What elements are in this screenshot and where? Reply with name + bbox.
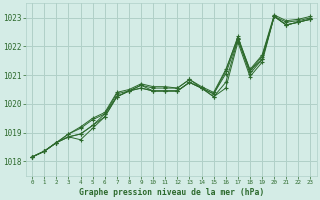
- X-axis label: Graphe pression niveau de la mer (hPa): Graphe pression niveau de la mer (hPa): [79, 188, 264, 197]
